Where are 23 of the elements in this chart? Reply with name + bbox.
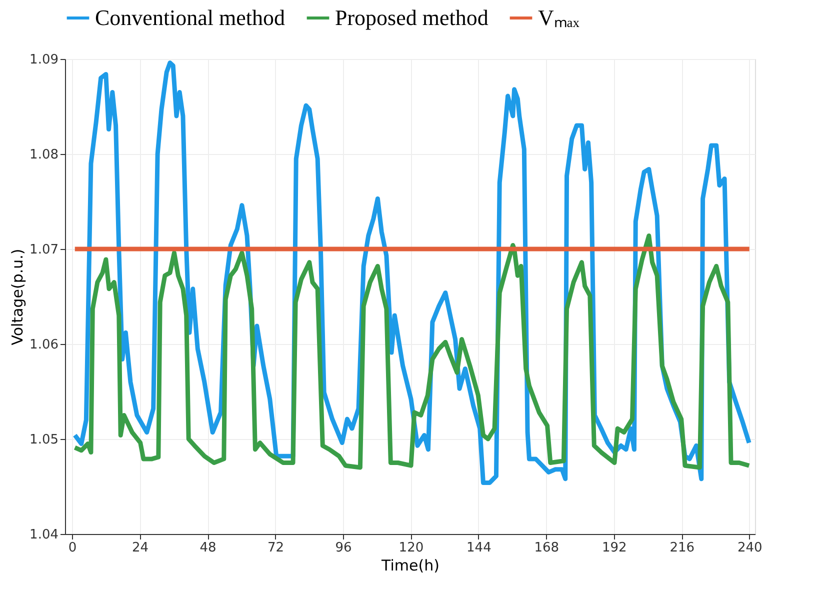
x-axis-title: Time(h) xyxy=(380,556,440,574)
x-tick-label: 48 xyxy=(200,540,216,556)
y-tick-label: 1.09 xyxy=(30,52,58,68)
legend-label: Vₘₐₓ xyxy=(538,5,580,30)
x-tick-label: 24 xyxy=(132,540,149,556)
x-tick-label: 72 xyxy=(267,540,284,556)
y-axis-title: Voltage(p.u.) xyxy=(8,248,27,346)
x-tick-label: 144 xyxy=(466,540,492,556)
y-tick-label: 1.05 xyxy=(30,432,58,448)
y-tick-label: 1.07 xyxy=(30,242,58,258)
x-tick-label: 192 xyxy=(602,540,627,556)
x-tick-label: 96 xyxy=(335,540,352,556)
y-tick-label: 1.06 xyxy=(30,338,58,352)
y-tick-label: 1.08 xyxy=(30,148,58,162)
x-tick-label: 240 xyxy=(737,540,762,556)
x-tick-label: 120 xyxy=(398,540,424,556)
x-tick-label: 216 xyxy=(670,540,695,556)
x-tick-label: 0 xyxy=(68,540,77,556)
y-tick-label: 1.04 xyxy=(30,528,58,542)
legend-label: Conventional method xyxy=(95,5,286,30)
x-tick-label: 168 xyxy=(534,540,560,556)
line-series xyxy=(72,233,752,470)
legend-label: Proposed method xyxy=(335,5,488,30)
